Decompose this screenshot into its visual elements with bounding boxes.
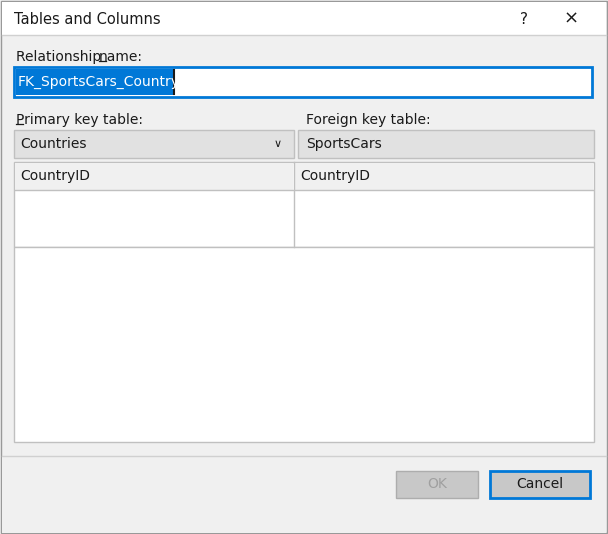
Text: Foreign key table:: Foreign key table: <box>306 113 430 127</box>
Bar <box>14 67 592 97</box>
Text: Primary key table:: Primary key table: <box>16 113 143 127</box>
Bar <box>16 69 174 95</box>
Bar <box>15 163 293 190</box>
Bar <box>14 247 594 442</box>
Text: OK: OK <box>427 477 447 491</box>
Text: Relationship: Relationship <box>16 50 106 64</box>
Text: ?: ? <box>520 12 528 27</box>
Bar <box>14 130 294 158</box>
Bar <box>2 2 606 35</box>
Text: SportsCars: SportsCars <box>306 137 382 151</box>
Text: Countries: Countries <box>20 137 86 151</box>
Bar <box>14 162 594 247</box>
Bar <box>490 471 590 498</box>
Bar <box>396 471 478 498</box>
Text: FK_SportsCars_Country: FK_SportsCars_Country <box>18 75 180 89</box>
Bar <box>2 457 606 533</box>
Text: ∨: ∨ <box>274 139 282 149</box>
Bar <box>298 130 594 158</box>
Text: name:: name: <box>99 50 143 64</box>
Text: CountryID: CountryID <box>300 169 370 183</box>
Text: ×: × <box>564 10 579 28</box>
Text: Tables and Columns: Tables and Columns <box>14 12 161 27</box>
Text: Cancel: Cancel <box>516 477 564 491</box>
Bar <box>295 163 593 190</box>
Text: CountryID: CountryID <box>20 169 90 183</box>
